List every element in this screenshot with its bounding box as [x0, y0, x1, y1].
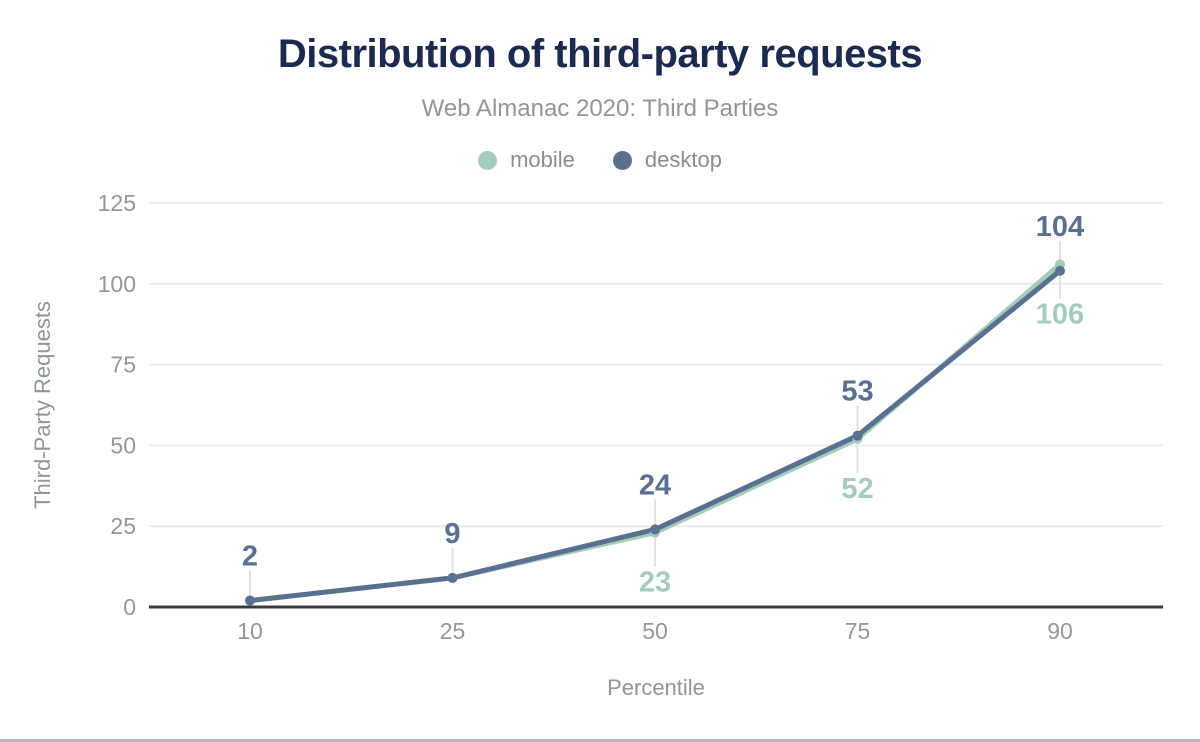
- chart-subtitle: Web Almanac 2020: Third Parties: [421, 95, 779, 122]
- x-axis-tick-label: 75: [845, 618, 871, 644]
- mobile-data-label: 52: [841, 473, 873, 505]
- x-axis-title: Percentile: [607, 675, 705, 700]
- y-axis-tick-label: 125: [98, 190, 136, 216]
- desktop-data-point: [447, 572, 458, 583]
- y-axis-title: Third-Party Requests: [30, 301, 55, 509]
- desktop-data-label: 53: [841, 376, 873, 408]
- legend-item-mobile: mobile: [478, 147, 575, 173]
- mobile-circle-swatch-icon: [478, 150, 498, 170]
- chart-header: Distribution of third-party requests Web…: [0, 0, 1200, 173]
- mobile-data-label: 23: [639, 567, 671, 599]
- legend: mobile desktop: [0, 147, 1200, 173]
- legend-label-desktop: desktop: [644, 147, 722, 172]
- x-axis-tick-label: 10: [237, 618, 263, 644]
- desktop-data-label: 24: [639, 469, 671, 501]
- y-axis-tick-label: 50: [110, 432, 136, 458]
- desktop-data-point: [852, 430, 863, 441]
- legend-label-mobile: mobile: [510, 147, 575, 172]
- y-axis-tick-label: 25: [110, 513, 136, 539]
- desktop-data-label: 2: [242, 541, 258, 573]
- y-axis-tick-label: 100: [98, 271, 136, 297]
- x-axis-tick-label: 50: [642, 618, 668, 644]
- desktop-data-point: [245, 595, 255, 606]
- desktop-data-point: [1055, 265, 1065, 276]
- y-axis-tick-label: 75: [110, 352, 136, 378]
- mobile-data-label: 106: [1036, 298, 1084, 330]
- x-axis-tick-label: 25: [440, 618, 466, 644]
- desktop-data-label: 9: [444, 518, 460, 550]
- desktop-data-label: 104: [1036, 211, 1084, 243]
- desktop-circle-swatch-icon: [612, 150, 632, 170]
- desktop-data-point: [650, 524, 660, 535]
- y-axis-tick-label: 0: [123, 594, 136, 620]
- x-axis-tick-label: 90: [1047, 618, 1073, 644]
- legend-item-desktop: desktop: [612, 147, 722, 173]
- chart-title: Distribution of third-party requests: [277, 32, 923, 76]
